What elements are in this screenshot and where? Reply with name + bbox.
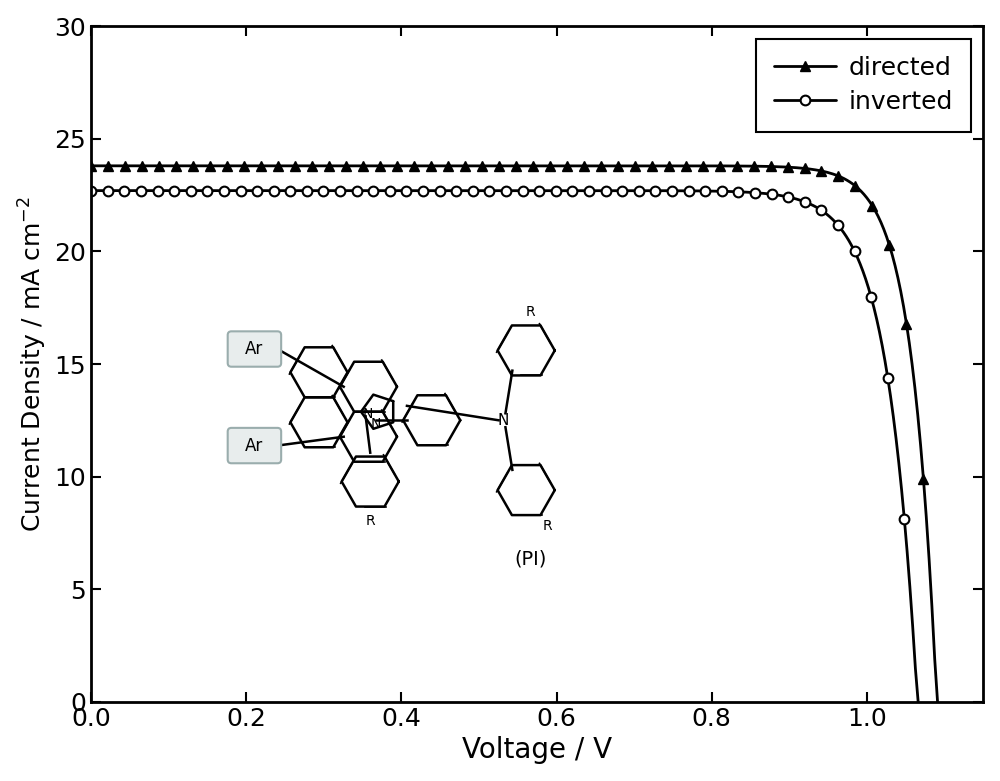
directed: [85, 161, 97, 170]
inverted: [835, 224, 847, 234]
inverted: [591, 186, 603, 195]
inverted: [85, 186, 97, 195]
Line: inverted: inverted: [86, 186, 923, 707]
directed: [586, 161, 598, 170]
directed: [852, 184, 864, 193]
directed: [589, 161, 601, 170]
Line: directed: directed: [86, 161, 942, 707]
inverted: [575, 186, 587, 195]
Legend: directed, inverted: directed, inverted: [756, 39, 971, 132]
directed: [799, 164, 811, 173]
inverted: [912, 697, 924, 707]
inverted: [577, 186, 589, 195]
inverted: [782, 192, 794, 201]
directed: [603, 161, 615, 170]
Y-axis label: Current Density / mA cm$^{-2}$: Current Density / mA cm$^{-2}$: [17, 196, 49, 532]
inverted: [88, 186, 100, 195]
directed: [932, 697, 944, 707]
X-axis label: Voltage / V: Voltage / V: [462, 736, 612, 765]
directed: [88, 161, 100, 170]
